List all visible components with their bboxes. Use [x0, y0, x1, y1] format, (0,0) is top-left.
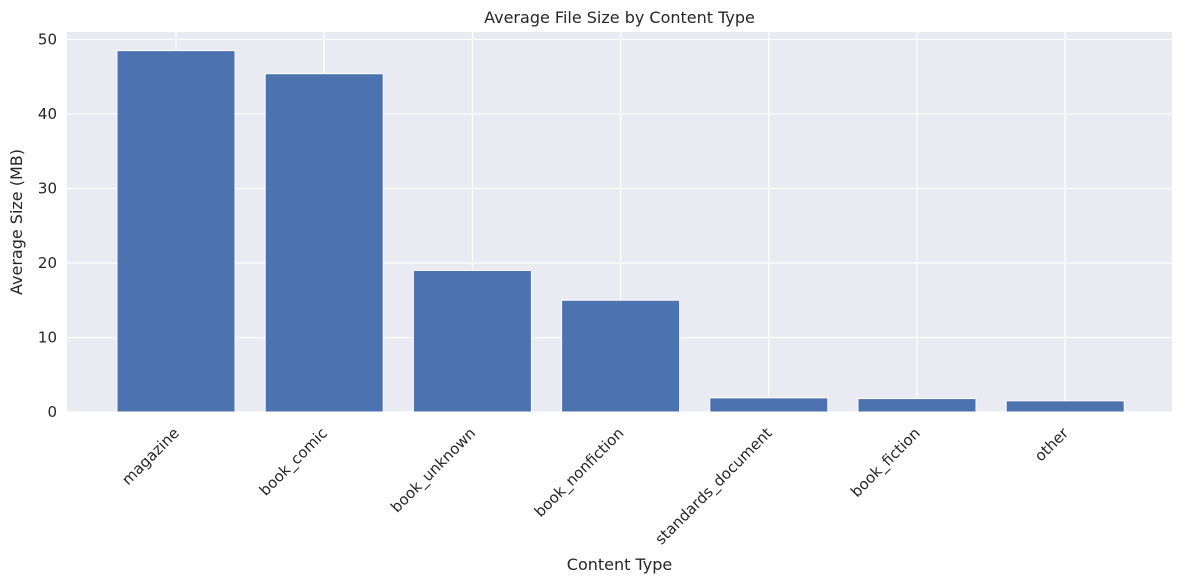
y-axis-label: Average Size (MB) [7, 149, 26, 295]
x-tick-label-magazine: magazine [118, 424, 183, 489]
x-tick-label-book_comic: book_comic [256, 424, 332, 500]
x-tick-label-book_fiction: book_fiction [847, 424, 924, 501]
bar-other [1005, 400, 1125, 413]
y-tick-label: 50 [38, 30, 57, 48]
x-tick-label-other: other [1031, 424, 1073, 466]
y-tick-label: 0 [47, 403, 57, 421]
y-tick-label: 30 [38, 179, 57, 197]
y-tick-label: 10 [38, 328, 57, 346]
x-tick-labels: magazine book_comic book_unknown book_nonfi… [118, 424, 1072, 549]
bar-magazine [116, 50, 236, 413]
bar-book_fiction [857, 398, 977, 413]
bar-book_unknown [412, 269, 532, 413]
x-axis-label: Content Type [567, 555, 672, 574]
bars [116, 50, 1125, 413]
y-tick-labels: 0 10 20 30 40 50 [38, 30, 57, 421]
grid-lines [67, 32, 1172, 413]
x-tick-label-book_unknown: book_unknown [387, 424, 480, 517]
chart-title: Average File Size by Content Type [484, 8, 755, 27]
bar-standards_document [709, 397, 829, 413]
x-tick-label-book_nonfiction: book_nonfiction [531, 424, 628, 521]
y-tick-label: 40 [38, 105, 57, 123]
bar-book_comic [264, 73, 384, 413]
x-tick-label-standards_document: standards_document [652, 424, 777, 549]
y-tick-label: 20 [38, 254, 57, 272]
bar-book_nonfiction [561, 299, 681, 413]
